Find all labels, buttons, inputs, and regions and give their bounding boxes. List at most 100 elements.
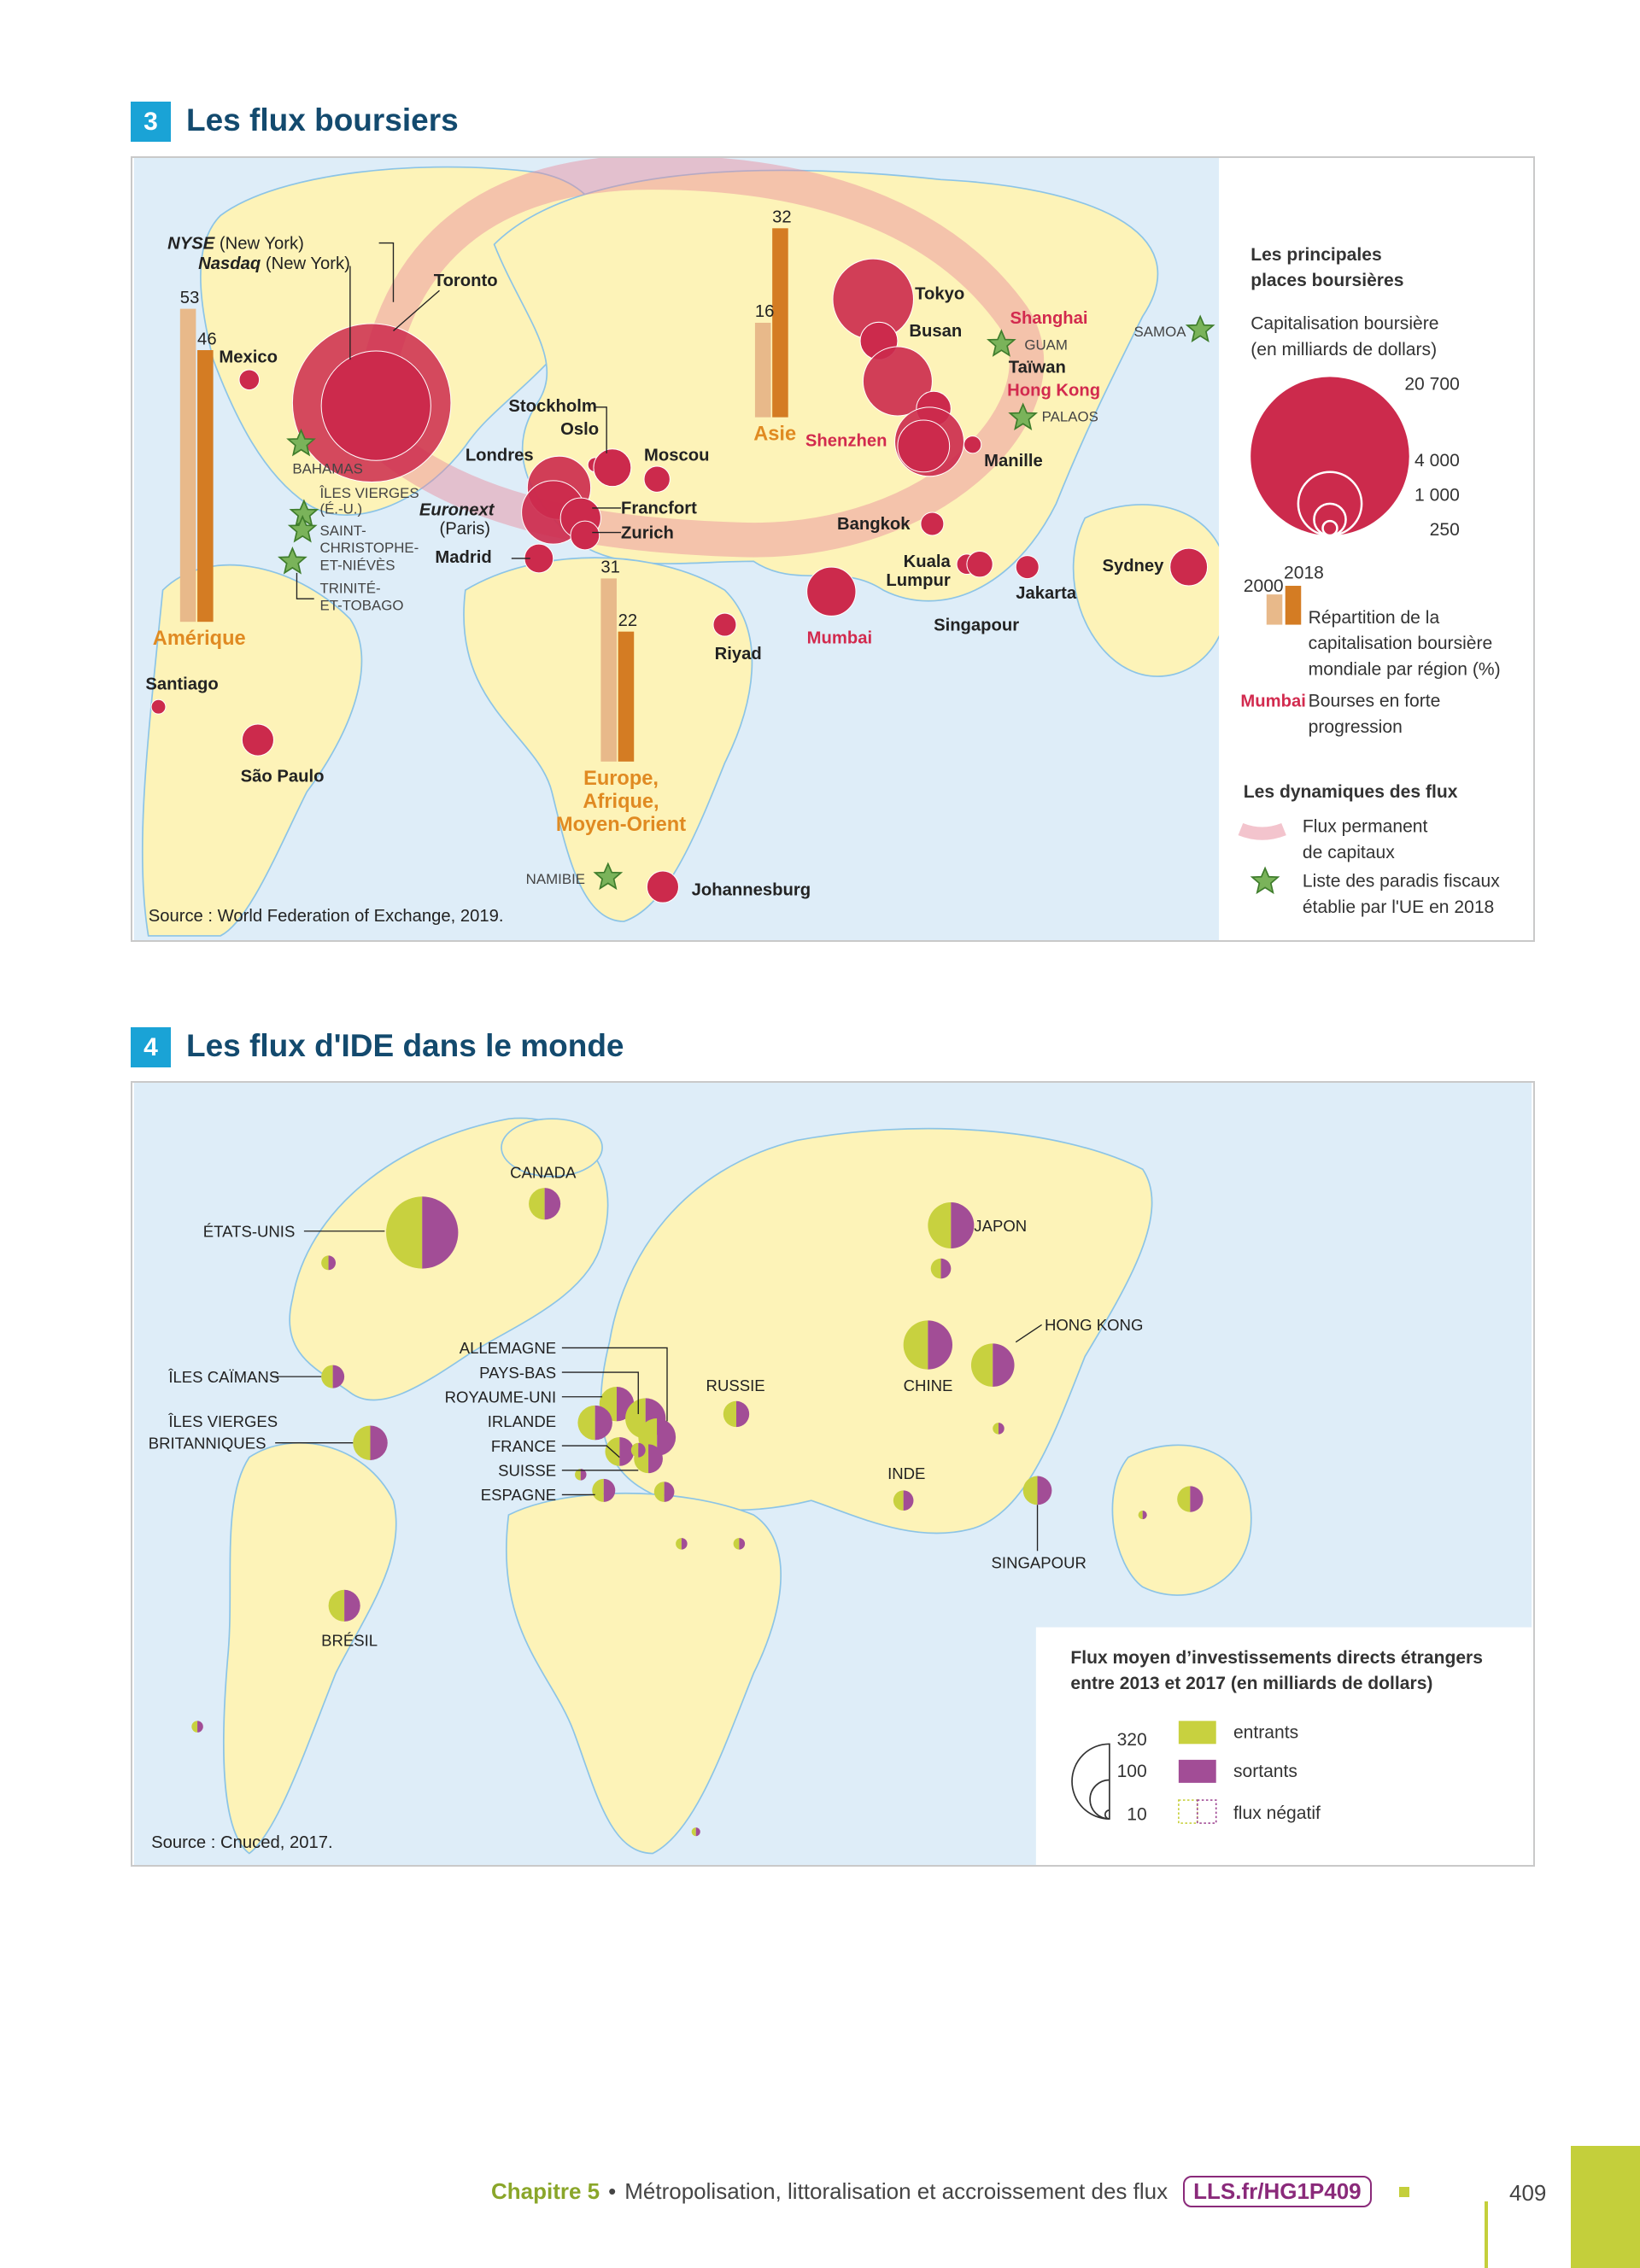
svg-text:entre 2013 et 2017 (en milliar: entre 2013 et 2017 (en milliards de doll… [1070, 1674, 1432, 1693]
trinite-label: TRINITÉ- [319, 580, 380, 596]
city-labels: NYSE (New York) Nasdaq (New York) Toront… [145, 234, 1164, 899]
bar-2018-value: 32 [772, 208, 792, 227]
japon-label: JAPON [974, 1217, 1027, 1235]
fdi-pie [592, 1478, 616, 1502]
bar-2000 [600, 578, 617, 762]
iles-vierges-label: ÎLES VIERGES [319, 485, 419, 501]
francfort-label: Francfort [621, 500, 697, 518]
svg-text:Bourses en forte: Bourses en forte [1309, 692, 1441, 711]
footer-chapter: Chapitre 5 [491, 2178, 600, 2204]
inflow-half [928, 1202, 952, 1248]
svg-text:ET-NIÉVÈS: ET-NIÉVÈS [319, 557, 395, 573]
outflow-half [735, 1400, 750, 1428]
fdi-pie [893, 1490, 914, 1511]
fdi-pie [1022, 1476, 1052, 1505]
inflow-half [1022, 1476, 1038, 1505]
mexico-bubble [238, 369, 261, 391]
russie-label: RUSSIE [706, 1377, 765, 1394]
inflow-half [733, 1538, 740, 1550]
legend-bar-2018 [1285, 586, 1302, 625]
fdi-pie [930, 1258, 952, 1279]
svg-text:Nasdaq (New York): Nasdaq (New York) [198, 254, 350, 273]
legend-bubble-250 [1321, 519, 1338, 537]
legend-half-10 [1104, 1809, 1110, 1820]
fdi-pie [903, 1320, 953, 1370]
page-number: 409 [1509, 2180, 1547, 2206]
mumbai-label: Mumbai [807, 628, 872, 647]
bar-2000-value: 53 [180, 289, 200, 307]
saint-christophe-label: SAINT- [319, 523, 366, 539]
jakarta-label: Jakarta [1016, 584, 1077, 603]
inflow-half [575, 1469, 581, 1481]
svg-text:Liste des paradis fiscaux: Liste des paradis fiscaux [1303, 872, 1500, 891]
svg-text:Les dynamiques des flux: Les dynamiques des flux [1244, 782, 1458, 802]
outflow-half [998, 1423, 1004, 1435]
legend-cap-label: Capitalisation boursière [1250, 314, 1438, 334]
greenland [501, 1118, 603, 1178]
jakarta-bubble [1015, 555, 1040, 580]
outflow-half [648, 1444, 663, 1474]
sao-paulo-bubble [241, 723, 274, 757]
footer-link[interactable]: LLS.fr/HG1P409 [1183, 2176, 1372, 2207]
tax-haven-labels: BAHAMAS ÎLES VIERGES (É.-U.) SAINT- CHRI… [292, 324, 1186, 887]
moscou-bubble [643, 465, 671, 493]
singapour-label: SINGAPOUR [992, 1553, 1086, 1571]
bar-2018-value: 22 [618, 611, 638, 630]
outflow-half [993, 1343, 1015, 1387]
singapour-bubble [966, 551, 993, 578]
fdi-pie [1177, 1486, 1204, 1512]
legend-bubble-20700 [1250, 377, 1409, 535]
svg-text:Mumbai: Mumbai [1240, 693, 1305, 711]
espagne-label: ESPAGNE [481, 1486, 556, 1504]
svg-text:NYSE (New York): NYSE (New York) [167, 234, 304, 253]
sortants-swatch [1178, 1759, 1216, 1783]
fdi-pie [321, 1365, 345, 1388]
outflow-half [580, 1469, 587, 1481]
inflow-half [676, 1538, 682, 1550]
sydney-label: Sydney [1102, 557, 1164, 576]
section-3-title: Les flux boursiers [186, 102, 459, 137]
singapour-label: Singapour [934, 616, 1019, 634]
nasdaq-label: Nasdaq [198, 254, 261, 273]
inflow-half [1138, 1511, 1143, 1520]
nasdaq-bubble [320, 350, 431, 461]
outflow-half [603, 1478, 616, 1502]
fdi-pie [676, 1538, 688, 1550]
riyad-bubble [712, 612, 737, 637]
outflow-half [370, 1425, 388, 1460]
outflow-half [928, 1320, 953, 1370]
etats-unis-label: ÉTATS-UNIS [203, 1223, 296, 1241]
legend-4-title: Flux moyen d’investissements directs étr… [1070, 1648, 1483, 1668]
star-icon [1008, 402, 1039, 430]
sydney-bubble [1169, 547, 1209, 587]
region-label: Afrique, [583, 791, 659, 813]
outflow-half [940, 1258, 952, 1279]
bar-2018 [618, 631, 635, 762]
inflow-half [903, 1320, 928, 1370]
inflow-half [386, 1196, 423, 1269]
fdi-pie [993, 1423, 1004, 1435]
outflow-half [332, 1365, 345, 1388]
toronto-label: Toronto [434, 272, 498, 290]
svg-text:250: 250 [1430, 520, 1460, 540]
source-3: Source : World Federation of Exchange, 2… [149, 907, 504, 926]
tokyo-label: Tokyo [915, 284, 964, 303]
fdi-pie [191, 1721, 203, 1733]
inflow-half [930, 1258, 941, 1279]
stockholm-label: Stockholm [508, 397, 596, 416]
legend-half-100 [1089, 1779, 1110, 1820]
star-icon [1185, 314, 1215, 343]
page-corner-tab [1571, 2146, 1640, 2268]
south-america [222, 1441, 397, 1855]
iles-caimans-label: ÎLES CAÏMANS [167, 1368, 279, 1386]
manille-label: Manille [984, 452, 1043, 471]
riyad-label: Riyad [715, 645, 762, 663]
outflow-half [197, 1721, 203, 1733]
outflow-half [422, 1196, 459, 1269]
fdi-pie [928, 1202, 975, 1248]
inflow-half [970, 1343, 993, 1387]
allemagne-label: ALLEMAGNE [460, 1339, 556, 1357]
namibie-label: NAMIBIE [526, 871, 585, 887]
pays-bas-label: PAYS-BAS [479, 1364, 556, 1382]
fdi-pie [733, 1538, 746, 1550]
